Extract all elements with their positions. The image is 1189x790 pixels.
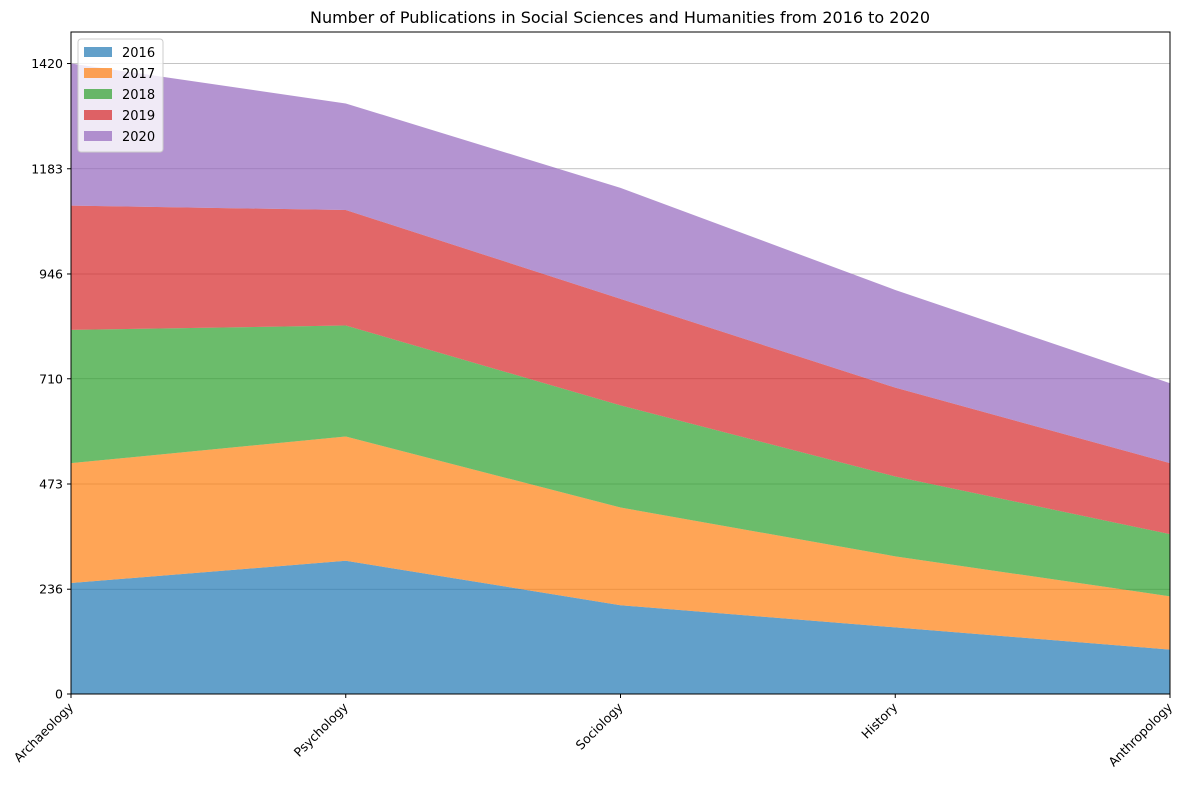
y-tick-label-4: 946 <box>39 266 63 281</box>
legend-label-2020: 2020 <box>122 130 155 145</box>
legend-swatch-2016 <box>84 47 112 57</box>
y-tick-label-0: 0 <box>55 687 63 702</box>
legend-swatch-2019 <box>84 110 112 120</box>
legend-swatch-2017 <box>84 68 112 78</box>
area-series-2020 <box>71 63 1170 464</box>
area-series-2019 <box>71 205 1170 535</box>
y-tick-label-6: 1420 <box>31 56 63 71</box>
area-series-2017 <box>71 436 1170 650</box>
legend-label-2019: 2019 <box>122 109 155 124</box>
legend-swatch-2018 <box>84 89 112 99</box>
area-series-group <box>71 63 1170 694</box>
area-series-2016 <box>71 560 1170 694</box>
area-series-2018 <box>71 325 1170 597</box>
y-tick-label-5: 1183 <box>31 161 63 176</box>
x-tick-label-2: Sociology <box>573 699 626 752</box>
x-tick-label-0: Archaeology <box>11 699 77 765</box>
y-axis: 0 236 473 710 946 1183 1420 <box>31 56 71 702</box>
x-tick-label-1: Psychology <box>291 699 352 760</box>
x-axis: Archaeology Psychology Sociology History Ant… <box>11 694 1176 769</box>
legend-label-2016: 2016 <box>122 46 155 61</box>
x-tick-label-4: Anthropology <box>1105 699 1175 769</box>
y-tick-label-1: 236 <box>39 582 63 597</box>
legend-box <box>77 38 164 153</box>
y-tick-label-3: 710 <box>39 371 63 386</box>
legend-swatch-2020 <box>84 131 112 141</box>
chart-title: Number of Publications in Social Science… <box>310 8 930 27</box>
legend-label-2018: 2018 <box>122 88 155 103</box>
legend: 2016 2017 2018 2019 2020 <box>77 38 164 153</box>
legend-label-2017: 2017 <box>122 67 155 82</box>
x-tick-label-3: History <box>858 699 900 741</box>
y-tick-label-2: 473 <box>39 476 63 491</box>
